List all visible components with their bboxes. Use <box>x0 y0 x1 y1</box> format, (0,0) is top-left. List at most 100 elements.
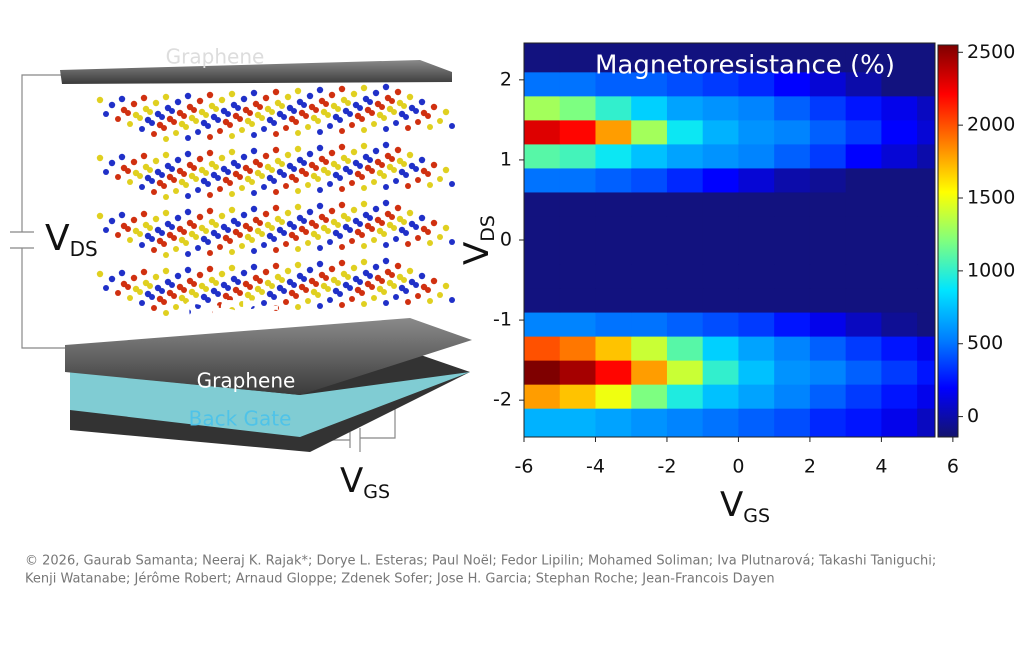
atom <box>249 295 255 301</box>
atom <box>405 183 411 189</box>
atom <box>195 187 201 193</box>
heat-cell <box>809 95 847 121</box>
atom <box>191 281 197 287</box>
atom <box>206 149 214 157</box>
atom <box>257 278 263 284</box>
atom <box>347 227 353 233</box>
atom <box>389 98 395 104</box>
atom <box>335 222 341 228</box>
atom <box>306 92 314 100</box>
atom <box>191 223 197 229</box>
heat-cell <box>881 43 918 73</box>
heat-cell <box>917 360 936 385</box>
atom <box>335 106 341 112</box>
atom <box>159 172 165 178</box>
atom <box>206 91 214 99</box>
heat-cell <box>559 264 596 289</box>
atom <box>393 120 399 126</box>
atom <box>339 128 345 134</box>
heat-cell <box>524 95 561 121</box>
atom <box>137 115 143 121</box>
atom <box>229 249 235 255</box>
atom <box>272 88 280 96</box>
atom <box>442 166 450 174</box>
atom <box>345 216 351 222</box>
atom <box>283 183 289 189</box>
atom <box>415 177 421 183</box>
heat-cell <box>809 215 847 265</box>
atom <box>317 129 323 135</box>
atom <box>184 208 192 216</box>
atom <box>261 126 267 132</box>
atom <box>184 92 192 100</box>
colorbar-tick-label: 1000 <box>967 259 1015 281</box>
heat-cell <box>666 95 704 121</box>
atom <box>162 267 170 275</box>
atom <box>259 173 265 179</box>
atom <box>328 207 336 215</box>
atom <box>349 238 355 244</box>
heat-cell <box>595 288 632 313</box>
atom <box>325 286 331 292</box>
atom <box>225 227 231 233</box>
heat-cell <box>881 288 918 313</box>
atom <box>389 214 395 220</box>
heat-cell <box>845 119 882 145</box>
heat-cell <box>917 288 936 313</box>
atom <box>323 217 329 223</box>
heat-cell <box>666 288 704 313</box>
atom <box>316 144 324 152</box>
atom <box>127 295 133 301</box>
atom <box>228 148 236 156</box>
colorbar-tick-label: 2000 <box>967 114 1015 136</box>
atom <box>115 232 121 238</box>
atom <box>281 172 287 178</box>
atom <box>239 127 245 133</box>
heat-cell <box>702 336 739 361</box>
atom <box>315 234 321 240</box>
atom <box>251 248 257 254</box>
atom <box>381 173 387 179</box>
atom <box>327 181 333 187</box>
heat-cell <box>559 215 596 265</box>
atom <box>240 153 248 161</box>
atom <box>108 101 116 109</box>
atom <box>361 185 367 191</box>
atom <box>152 99 160 107</box>
heat-cell <box>595 336 632 361</box>
atom <box>259 231 265 237</box>
atom <box>437 234 443 240</box>
colorbar <box>937 44 959 438</box>
heat-cell <box>595 119 632 145</box>
heat-cell <box>631 71 668 97</box>
atom <box>174 272 182 280</box>
heat-cell <box>702 43 739 73</box>
top-graphene-label: Graphene <box>166 45 265 69</box>
atom <box>195 245 201 251</box>
atom <box>272 262 280 270</box>
heat-cell <box>845 408 882 438</box>
atom <box>316 86 324 94</box>
atom <box>261 242 267 248</box>
atom <box>367 157 373 163</box>
heat-cell <box>595 312 632 337</box>
heat-cell <box>809 312 847 337</box>
heat-cell <box>845 312 882 337</box>
atom <box>301 218 307 224</box>
atom <box>218 270 226 278</box>
heat-cell <box>881 167 918 193</box>
atom <box>163 310 169 316</box>
heat-cell <box>524 43 561 73</box>
heat-cell <box>738 360 775 385</box>
heat-cell <box>809 288 847 313</box>
atom <box>151 305 157 311</box>
atom <box>174 98 182 106</box>
heat-cell <box>559 360 596 385</box>
heat-cell <box>666 167 704 193</box>
atom <box>118 95 126 103</box>
atom <box>339 302 345 308</box>
atom <box>403 288 409 294</box>
atom <box>415 235 421 241</box>
heat-cell <box>702 215 739 265</box>
atom <box>449 181 455 187</box>
